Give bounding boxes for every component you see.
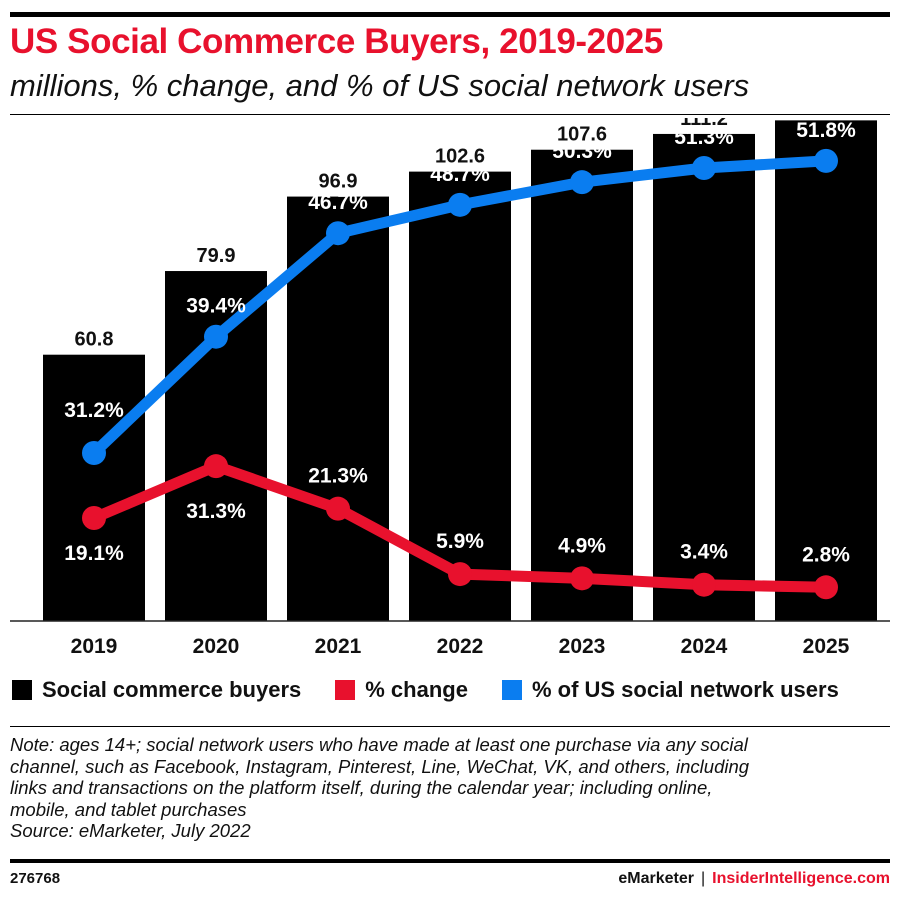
share-point	[692, 155, 716, 180]
x-tick-label: 2025	[803, 635, 850, 658]
bar-value-label: 96.9	[319, 171, 358, 193]
change-point	[326, 496, 350, 521]
chart-id: 276768	[10, 870, 61, 887]
combo-chart: 60.879.996.9102.6107.6111.2114.320192020…	[10, 118, 890, 658]
note-line: mobile, and tablet purchases	[10, 798, 247, 820]
legend-item-buyers: Social commerce buyers	[12, 677, 301, 703]
bar-value-label: 60.8	[75, 329, 114, 351]
share-point	[326, 221, 350, 246]
change-point	[82, 506, 106, 530]
share-point	[82, 441, 106, 465]
bar-value-label: 107.6	[557, 124, 607, 146]
chart-title: US Social Commerce Buyers, 2019-2025	[10, 22, 663, 61]
share-point	[204, 324, 228, 349]
legend-swatch-change	[335, 680, 356, 700]
change-data-label: 31.3%	[186, 500, 246, 523]
chart-subtitle: millions, % change, and % of US social n…	[10, 68, 750, 103]
change-data-label: 5.9%	[436, 530, 484, 553]
bar-value-label: 102.6	[435, 146, 485, 168]
x-tick-label: 2024	[681, 635, 728, 658]
legend-label-share: % of US social network users	[531, 677, 839, 702]
bar	[775, 120, 877, 621]
share-data-label: 46.7%	[308, 191, 368, 214]
bar	[653, 133, 755, 621]
change-data-label: 3.4%	[680, 541, 728, 564]
legend-label-buyers: Social commerce buyers	[42, 677, 302, 702]
bottom-rule	[10, 859, 890, 863]
change-point	[570, 566, 594, 591]
share-data-label: 51.8%	[796, 119, 856, 142]
footer-brand: eMarketer | InsiderIntelligence.com	[618, 870, 890, 888]
chart-note: Note: ages 14+; social network users who…	[10, 734, 890, 842]
change-point	[448, 562, 472, 587]
share-point	[570, 170, 594, 195]
brand-emarketer: eMarketer	[618, 870, 695, 887]
x-tick-label: 2021	[315, 635, 362, 658]
legend-item-share: % of US social network users	[501, 677, 839, 703]
x-tick-label: 2020	[193, 635, 240, 658]
change-point	[692, 572, 716, 597]
change-point	[204, 454, 228, 479]
top-rule	[10, 12, 890, 17]
bar	[165, 271, 267, 621]
bar-value-label: 79.9	[197, 245, 236, 267]
share-point	[814, 148, 838, 173]
x-tick-label: 2023	[559, 635, 606, 658]
change-data-label: 4.9%	[558, 534, 606, 557]
legend: Social commerce buyers % change % of US …	[12, 675, 839, 705]
bar	[531, 149, 633, 621]
brand-separator: |	[701, 870, 706, 887]
x-tick-label: 2019	[71, 635, 118, 658]
legend-label-change: % change	[365, 677, 468, 702]
change-point	[814, 575, 838, 600]
legend-swatch-share	[501, 680, 522, 700]
change-data-label: 19.1%	[64, 542, 124, 565]
legend-item-change: % change	[335, 677, 468, 703]
note-line: links and transactions on the platform i…	[10, 777, 713, 798]
share-data-label: 39.4%	[186, 295, 246, 318]
bar	[43, 354, 145, 621]
bar-value-label: 111.2	[680, 118, 728, 130]
title-divider	[10, 114, 890, 115]
note-line: Note: ages 14+; social network users who…	[10, 734, 748, 755]
bar	[409, 171, 511, 621]
change-data-label: 21.3%	[308, 465, 368, 488]
x-tick-label: 2022	[437, 635, 484, 658]
share-point	[448, 192, 472, 217]
change-data-label: 2.8%	[802, 543, 850, 566]
legend-swatch-buyers	[12, 680, 32, 700]
note-source: Source: eMarketer, July 2022	[10, 820, 251, 841]
share-data-label: 51.3%	[674, 126, 734, 149]
share-data-label: 50.3%	[552, 140, 612, 163]
note-line: channel, such as Facebook, Instagram, Pi…	[10, 755, 750, 777]
share-data-label: 48.7%	[430, 163, 490, 186]
brand-insider-intelligence[interactable]: InsiderIntelligence.com	[712, 870, 890, 887]
note-divider	[10, 726, 890, 727]
share-data-label: 31.2%	[64, 399, 124, 422]
